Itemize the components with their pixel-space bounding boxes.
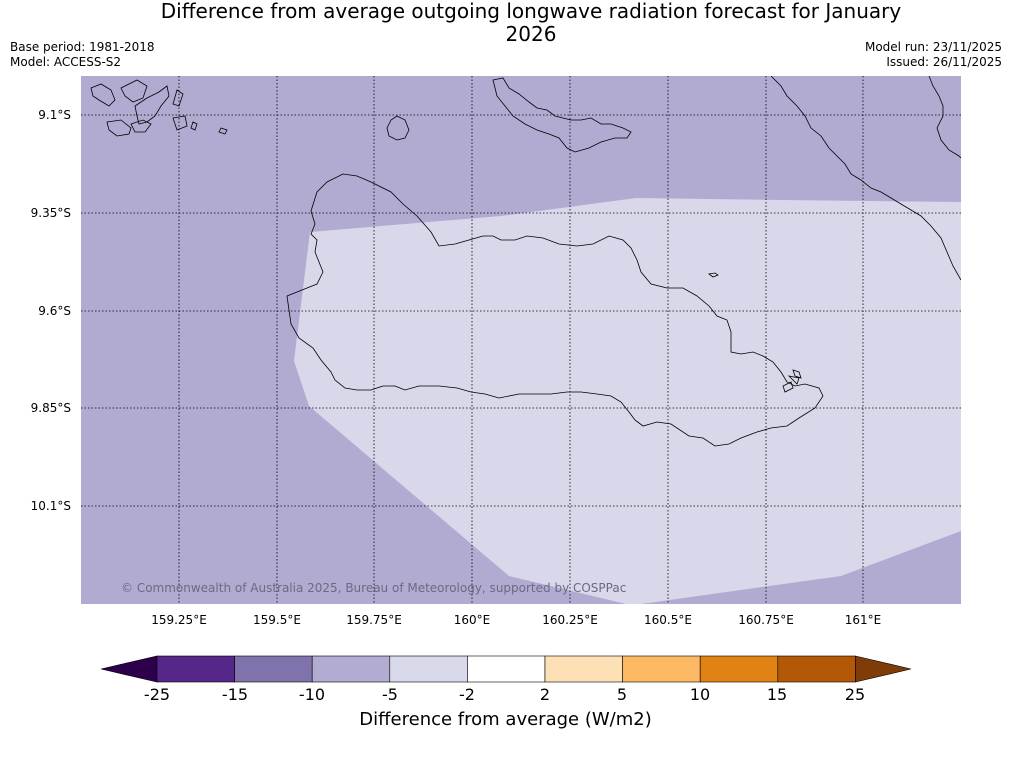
- lon-label-160-25: 160.25°E: [542, 613, 598, 627]
- base-period: Base period: 1981-2018: [10, 40, 155, 54]
- colorbar-tick-minus2: -2: [459, 685, 475, 704]
- copyright-credit: © Commonwealth of Australia 2025, Bureau…: [121, 581, 626, 595]
- marau-islets: [782, 369, 802, 393]
- colorbar-extend-low: [100, 655, 158, 683]
- lon-label-161: 161°E: [844, 613, 882, 627]
- map-svg: © Commonwealth of Australia 2025, Bureau…: [81, 76, 961, 604]
- chart-title: Difference from average outgoing longwav…: [160, 0, 902, 46]
- metadata-left: Base period: 1981-2018 Model: ACCESS-S2: [10, 40, 155, 70]
- region-category-minus5-minus2: [294, 198, 961, 604]
- colorbar-tick-minus5: -5: [382, 685, 398, 704]
- lon-label-159-25: 159.25°E: [151, 613, 207, 627]
- northwest-islands: [90, 79, 228, 137]
- colorbar-tick-minus10: -10: [298, 685, 326, 704]
- lon-label-160-75: 160.75°E: [738, 613, 794, 627]
- colorbar-segment-8: [699, 655, 779, 683]
- savo-island: [386, 115, 410, 141]
- lat-label-9-35: 9.35°S: [30, 206, 71, 220]
- lat-label-9-6: 9.6°S: [38, 304, 71, 318]
- lat-label-10-1: 10.1°S: [30, 499, 71, 513]
- colorbar-segment-5: [467, 655, 546, 683]
- colorbar-label: Difference from average (W/m2): [359, 709, 652, 730]
- model-run-date: Model run: 23/11/2025: [864, 40, 1002, 54]
- colorbar-tick-10: 10: [689, 685, 711, 704]
- gridlines: [81, 76, 961, 604]
- lat-label-9-85: 9.85°S: [30, 401, 71, 415]
- lon-label-160-5: 160.5°E: [644, 613, 692, 627]
- issued-date: Issued: 26/11/2025: [886, 55, 1002, 69]
- colorbar-segment-2: [234, 655, 313, 683]
- small-island: [708, 272, 719, 278]
- malaita-northeast: [928, 76, 961, 159]
- colorbar-tick-5: 5: [616, 685, 628, 704]
- lon-label-159-5: 159.5°E: [253, 613, 301, 627]
- colorbar-segment-1: [156, 655, 235, 683]
- colorbar-extend-high: [855, 655, 912, 683]
- lon-label-159-75: 159.75°E: [346, 613, 402, 627]
- colorbar-segment-3: [311, 655, 391, 683]
- colorbar-segment-6: [544, 655, 623, 683]
- lon-label-160: 160°E: [453, 613, 491, 627]
- florida-islands: [492, 77, 632, 153]
- model-name: Model: ACCESS-S2: [10, 55, 122, 69]
- colorbar-segment-9: [777, 655, 856, 683]
- guadalcanal-coastline: [286, 173, 824, 447]
- map-panel[interactable]: © Commonwealth of Australia 2025, Bureau…: [81, 76, 961, 604]
- metadata-right: Model run: 23/11/2025 Issued: 26/11/2025: [865, 40, 1002, 70]
- colorbar-segment-4: [389, 655, 468, 683]
- lat-label-9-1: 9.1°S: [38, 108, 71, 122]
- colorbar-tick-25: 25: [844, 685, 866, 704]
- colorbar-segment-7: [622, 655, 701, 683]
- colorbar-tick-15: 15: [766, 685, 788, 704]
- colorbar-tick-minus15: -15: [221, 685, 249, 704]
- coastlines: [90, 76, 961, 447]
- colorbar-tick-minus25: -25: [143, 685, 171, 704]
- colorbar-tick-2: 2: [539, 685, 551, 704]
- malaita-coast: [770, 76, 961, 281]
